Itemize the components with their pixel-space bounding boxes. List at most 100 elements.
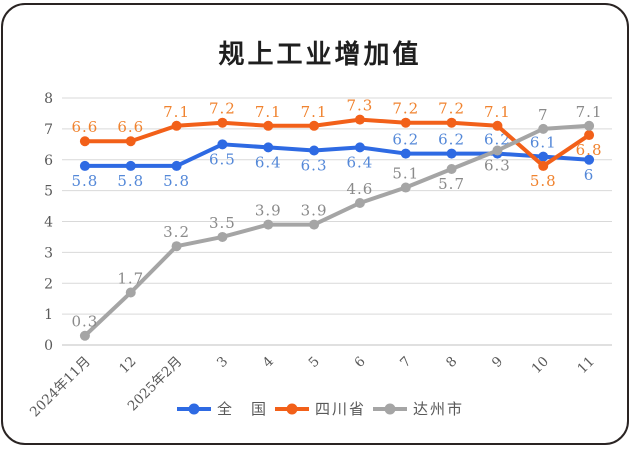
- national-series-marker-icon: [176, 403, 211, 414]
- data-label: 7.2: [438, 100, 465, 118]
- data-point: [217, 231, 228, 242]
- data-point: [538, 160, 549, 171]
- data-label: 6.6: [117, 118, 144, 136]
- series-1: [79, 114, 595, 171]
- data-point: [446, 164, 457, 175]
- data-label: 6.3: [484, 156, 511, 174]
- data-label: 6.1: [530, 134, 557, 152]
- data-label: 6.2: [438, 131, 465, 149]
- data-point: [584, 130, 595, 141]
- data-label: 5.8: [163, 172, 190, 190]
- data-point: [400, 182, 411, 193]
- series-2: [79, 120, 595, 341]
- data-point: [263, 120, 274, 131]
- x-tick-label: 11: [574, 354, 597, 377]
- data-point: [125, 136, 136, 147]
- sichuan-series-marker-icon: [274, 403, 309, 414]
- y-tick-label: 3: [44, 245, 53, 261]
- data-point: [79, 136, 90, 147]
- data-label: 6.6: [71, 118, 98, 136]
- x-tick-label: 8: [443, 354, 460, 371]
- data-point: [492, 120, 503, 131]
- series-line: [82, 123, 592, 338]
- data-point: [538, 151, 549, 162]
- data-label: 5.8: [117, 172, 144, 190]
- data-point: [79, 330, 90, 341]
- legend-item-national: 全 国: [176, 398, 268, 419]
- data-point: [492, 145, 503, 156]
- x-tick-label: 3: [214, 354, 231, 371]
- data-label: 6.4: [255, 153, 282, 171]
- x-tick-label: 12: [116, 354, 139, 377]
- y-tick-label: 1: [44, 307, 53, 323]
- x-tick-label: 7: [397, 354, 414, 371]
- y-tick-label: 4: [44, 215, 53, 231]
- y-tick-label: 5: [44, 184, 53, 200]
- chart-legend: 全 国 四川省 达州市: [0, 398, 640, 419]
- data-label: 6.2: [392, 131, 419, 149]
- y-axis-labels: 0 1 2 3 4 5 6 7 8: [44, 91, 53, 354]
- series-line: [82, 117, 592, 168]
- data-label: 6.4: [346, 153, 373, 171]
- data-label: 7.1: [484, 103, 511, 121]
- data-label: 7.2: [392, 100, 419, 118]
- data-point: [309, 120, 320, 131]
- data-label: 5.8: [71, 172, 98, 190]
- y-tick-label: 6: [44, 153, 53, 169]
- x-tick-label: 6: [351, 354, 368, 371]
- x-tick-label: 9: [489, 354, 506, 371]
- data-label: 7.3: [346, 97, 373, 115]
- legend-label-sichuan: 四川省: [314, 400, 366, 418]
- series-0-labels: 5.8 5.8 5.8 6.5 6.4 6.3 6.4 6.2 6.2 6.2 6.1 6: [71, 131, 593, 190]
- data-label: 7.1: [301, 103, 328, 121]
- data-point: [171, 120, 182, 131]
- data-label: 6.3: [301, 156, 328, 174]
- data-label: 5.8: [530, 172, 557, 190]
- dazhou-series-marker-icon: [373, 403, 407, 414]
- series-line: [82, 142, 592, 168]
- data-label: 6.2: [484, 131, 511, 149]
- legend-item-sichuan: 四川省: [274, 398, 366, 419]
- data-point: [354, 197, 365, 208]
- data-point: [217, 117, 228, 128]
- series-2-labels: 0.3 1.7 3.2 3.5 3.9 3.9 4.6 5.1 5.7 6.3 7 7.1: [71, 103, 603, 331]
- series-1-labels: 6.6 6.6 7.1 7.2 7.1 7.1 7.3 7.2 7.2 7.1 5.8 6.8: [71, 97, 603, 190]
- y-tick-label: 8: [44, 91, 53, 107]
- data-point: [354, 114, 365, 125]
- legend-label-national: 全 国: [216, 400, 268, 418]
- y-tick-label: 2: [44, 276, 53, 292]
- x-tick-label: 5: [306, 354, 323, 371]
- data-label: 1.7: [117, 270, 144, 288]
- y-tick-label: 7: [44, 122, 53, 138]
- gridlines: [62, 97, 612, 346]
- data-point: [171, 241, 182, 252]
- data-point: [79, 160, 90, 171]
- data-point: [263, 219, 274, 230]
- legend-item-dazhou: 达州市: [372, 398, 464, 419]
- data-label: 4.6: [346, 180, 373, 198]
- legend-label-dazhou: 达州市: [413, 400, 465, 418]
- series-0: [79, 139, 595, 171]
- data-point: [584, 154, 595, 165]
- data-label: 6.5: [209, 150, 236, 168]
- data-label: 5.7: [438, 175, 465, 193]
- data-point: [263, 142, 274, 153]
- data-point: [171, 160, 182, 171]
- data-point: [125, 160, 136, 171]
- data-label: 7.1: [163, 103, 190, 121]
- data-point: [354, 142, 365, 153]
- data-point: [584, 120, 595, 131]
- data-label: 6.8: [576, 141, 603, 159]
- x-tick-label: 4: [260, 354, 277, 371]
- data-point: [400, 148, 411, 159]
- data-point: [538, 123, 549, 134]
- data-label: 3.9: [255, 202, 282, 220]
- y-tick-label: 0: [44, 338, 53, 354]
- data-label: 7.1: [576, 103, 603, 121]
- data-label: 7.1: [255, 103, 282, 121]
- data-point: [217, 139, 228, 150]
- data-point: [125, 287, 136, 298]
- chart-title: 规上工业增加值: [218, 40, 422, 70]
- x-tick-label: 10: [529, 354, 552, 377]
